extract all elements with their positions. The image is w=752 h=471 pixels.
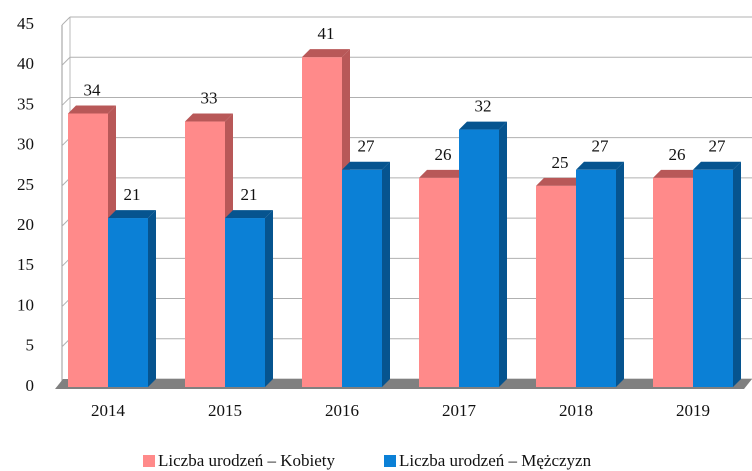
grid-line-depth <box>61 16 71 26</box>
bar-side <box>733 161 741 387</box>
bar <box>302 57 342 388</box>
x-tick-label: 2019 <box>676 401 710 420</box>
bar-top <box>419 169 467 178</box>
grid-line-depth <box>61 56 71 66</box>
bar-top <box>693 161 741 170</box>
y-tick-label: 10 <box>17 295 34 314</box>
y-tick-label: 0 <box>26 376 35 395</box>
bar <box>653 177 693 387</box>
x-tick-label: 2017 <box>442 401 477 420</box>
legend-swatch <box>143 455 155 467</box>
bar-side <box>382 161 390 387</box>
floor <box>55 379 752 389</box>
bar <box>68 113 108 387</box>
bar-top <box>185 113 233 122</box>
y-tick-label: 35 <box>17 94 34 113</box>
data-label: 21 <box>241 185 258 204</box>
data-label: 41 <box>318 24 335 43</box>
data-label: 27 <box>592 137 610 156</box>
bar <box>459 129 499 388</box>
data-label: 33 <box>201 88 218 107</box>
y-tick-label: 45 <box>17 14 34 33</box>
legend-swatch <box>384 455 396 467</box>
bar <box>576 169 616 387</box>
x-tick-label: 2014 <box>91 401 126 420</box>
x-tick-label: 2018 <box>559 401 593 420</box>
y-tick-label: 15 <box>17 255 34 274</box>
bar-top <box>536 177 584 186</box>
bar-side <box>499 121 507 388</box>
data-label: 26 <box>669 145 686 164</box>
bar-top <box>342 161 390 170</box>
y-tick-label: 25 <box>17 175 34 194</box>
bar <box>108 218 148 387</box>
data-label: 25 <box>552 153 569 172</box>
bar-top <box>302 49 350 58</box>
bar <box>693 169 733 387</box>
grid-line-depth <box>61 97 71 106</box>
y-tick-label: 30 <box>17 135 34 154</box>
data-label: 32 <box>475 96 492 115</box>
bar-top <box>108 210 156 219</box>
x-tick-label: 2015 <box>208 401 242 420</box>
y-tick-label: 5 <box>26 336 35 355</box>
bar-side <box>616 161 624 387</box>
legend-label: Liczba urodzeń – Kobiety <box>158 451 336 470</box>
data-label: 27 <box>709 137 727 156</box>
bar <box>225 218 265 387</box>
bar-top <box>459 121 507 130</box>
data-label: 34 <box>84 80 102 99</box>
legend-label: Liczba urodzeń – Mężczyzn <box>399 451 592 470</box>
bar <box>536 185 576 387</box>
y-tick-label: 40 <box>17 54 34 73</box>
bar-side <box>148 210 156 387</box>
bar-top <box>68 105 116 114</box>
bar-top <box>576 161 624 170</box>
bar <box>342 169 382 387</box>
y-tick-label: 20 <box>17 215 34 234</box>
x-tick-label: 2016 <box>325 401 359 420</box>
bar <box>419 177 459 387</box>
bar-side <box>265 210 273 387</box>
bar-top <box>225 210 273 219</box>
bar <box>185 121 225 388</box>
bar-top <box>653 169 701 178</box>
data-label: 27 <box>358 137 376 156</box>
data-label: 26 <box>435 145 452 164</box>
data-label: 21 <box>124 185 141 204</box>
